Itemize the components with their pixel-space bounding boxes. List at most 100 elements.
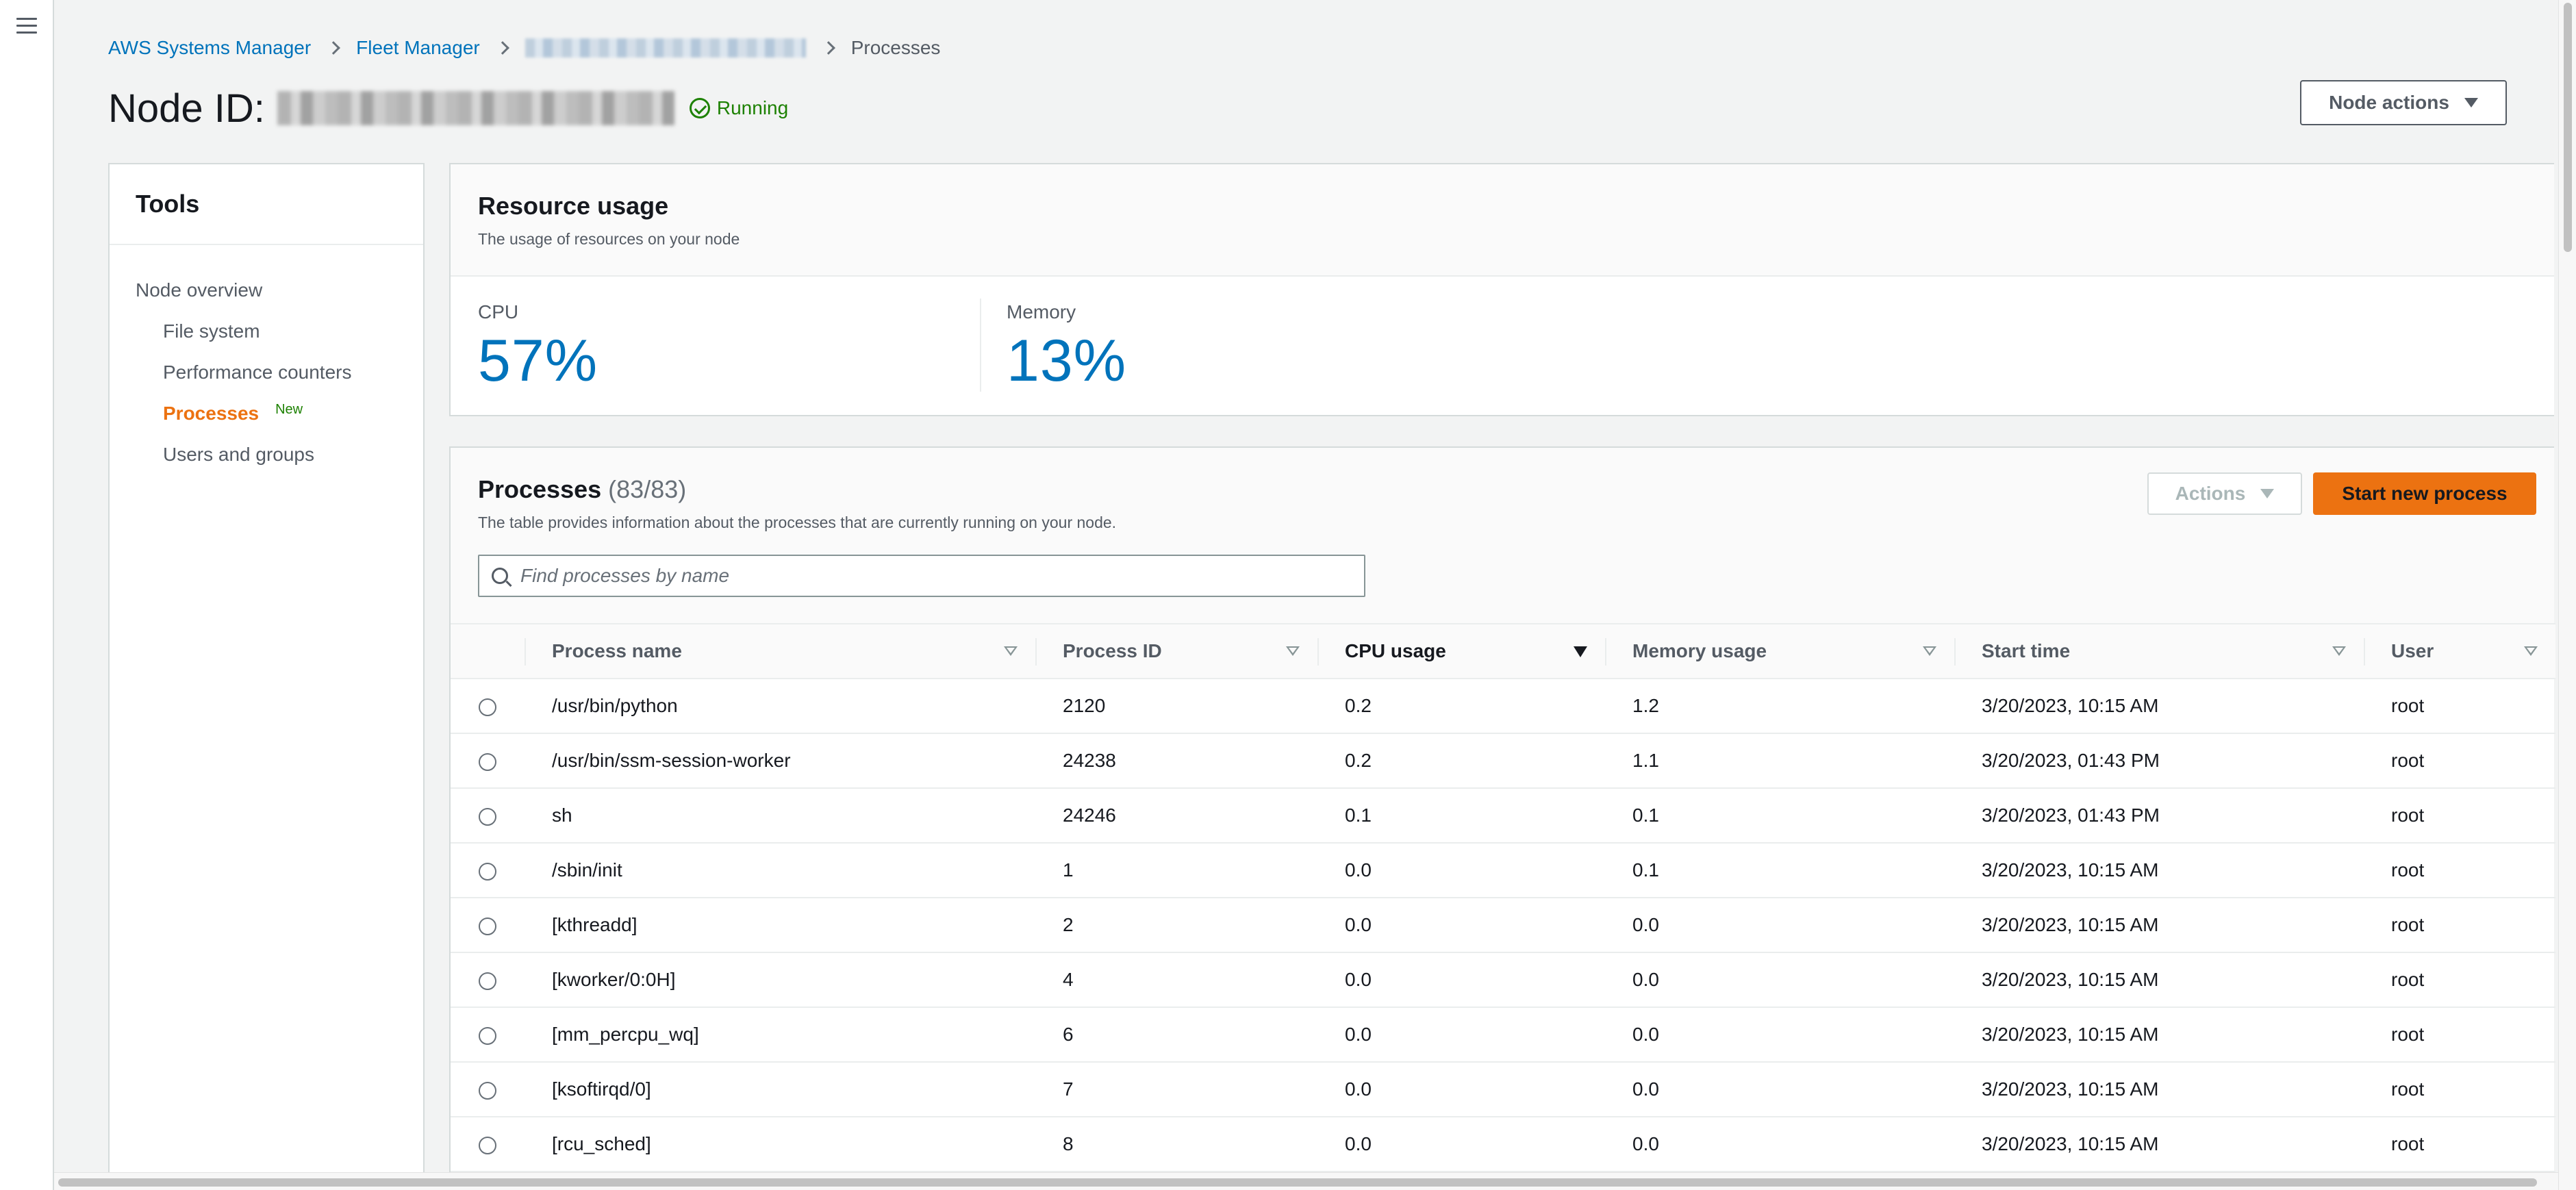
cell-user: root	[2391, 969, 2425, 990]
nav-item-performance-counters[interactable]: Performance counters	[110, 352, 423, 393]
row-radio-button[interactable]	[479, 1081, 496, 1100]
column-header-process-name[interactable]: Process name	[525, 624, 1035, 679]
processes-header: Processes (83/83) The table provides inf…	[451, 448, 2554, 623]
cell-cpu-usage: 0.0	[1345, 969, 1372, 990]
sort-icon[interactable]	[1286, 646, 1300, 656]
row-radio-button[interactable]	[479, 862, 496, 881]
cell-process-id: 2120	[1063, 695, 1106, 716]
cell-cpu-usage: 0.0	[1345, 859, 1372, 881]
vertical-scrollbar-thumb[interactable]	[2564, 3, 2572, 252]
row-radio-button[interactable]	[479, 807, 496, 826]
resource-usage-header: Resource usage The usage of resources on…	[451, 164, 2554, 277]
cell-process-name: [kworker/0:0H]	[552, 969, 676, 990]
nav-label: Processes	[163, 403, 260, 424]
cell-user: root	[2391, 1078, 2425, 1100]
column-label: User	[2391, 640, 2434, 661]
table-row[interactable]: [ksoftirqd/0] 7 0.0 0.0 3/20/2023, 10:15…	[451, 1062, 2555, 1117]
actions-button[interactable]: Actions	[2147, 472, 2302, 515]
sort-icon[interactable]	[1004, 646, 1018, 656]
cell-cpu-usage: 0.0	[1345, 1133, 1372, 1154]
table-row[interactable]: [kthreadd] 2 0.0 0.0 3/20/2023, 10:15 AM…	[451, 898, 2555, 952]
sort-descending-icon[interactable]	[1574, 646, 1587, 657]
caret-down-icon	[2464, 98, 2478, 107]
cell-process-name: [kthreadd]	[552, 914, 637, 935]
cell-memory-usage: 0.0	[1632, 1024, 1659, 1045]
breadcrumb-node-redacted[interactable]	[525, 38, 806, 58]
breadcrumb-systems-manager[interactable]: AWS Systems Manager	[108, 37, 312, 58]
status-indicator: Running	[689, 97, 789, 119]
row-select	[451, 952, 525, 1007]
horizontal-scrollbar-thumb[interactable]	[58, 1178, 2537, 1187]
row-radio-button[interactable]	[479, 752, 496, 771]
chevron-right-icon	[327, 41, 341, 55]
cell-memory-usage: 0.1	[1632, 859, 1659, 881]
table-row[interactable]: /usr/bin/python 2120 0.2 1.2 3/20/2023, …	[451, 679, 2555, 733]
table-row[interactable]: /sbin/init 1 0.0 0.1 3/20/2023, 10:15 AM…	[451, 843, 2555, 898]
tools-panel: Tools Node overview File system Performa…	[108, 163, 425, 1190]
sort-icon[interactable]	[2524, 646, 2538, 656]
nav-item-processes[interactable]: Processes New	[110, 393, 423, 434]
cell-process-name: /sbin/init	[552, 859, 622, 881]
select-column-header	[451, 624, 525, 679]
row-radio-button[interactable]	[479, 1136, 496, 1154]
cell-memory-usage: 0.1	[1632, 805, 1659, 826]
row-select	[451, 898, 525, 952]
column-header-start-time[interactable]: Start time	[1954, 624, 2364, 679]
column-header-user[interactable]: User	[2364, 624, 2555, 679]
row-radio-button[interactable]	[479, 917, 496, 935]
nav-item-file-system[interactable]: File system	[110, 311, 423, 352]
cell-cpu-usage: 0.2	[1345, 750, 1372, 771]
table-row[interactable]: /usr/bin/ssm-session-worker 24238 0.2 1.…	[451, 733, 2555, 788]
search-field[interactable]	[478, 555, 1365, 597]
sort-icon[interactable]	[1923, 646, 1936, 656]
cell-cpu-usage: 0.0	[1345, 1078, 1372, 1100]
row-radio-button[interactable]	[479, 1026, 496, 1045]
chevron-right-icon	[495, 41, 509, 55]
metric-divider	[980, 299, 981, 392]
cell-user: root	[2391, 695, 2425, 716]
cell-memory-usage: 0.0	[1632, 914, 1659, 935]
table-row[interactable]: [kworker/0:0H] 4 0.0 0.0 3/20/2023, 10:1…	[451, 952, 2555, 1007]
nav-item-node-overview[interactable]: Node overview	[110, 270, 423, 311]
row-select	[451, 1007, 525, 1062]
row-select	[451, 1117, 525, 1172]
cell-process-name: [rcu_sched]	[552, 1133, 651, 1154]
cell-process-id: 8	[1063, 1133, 1074, 1154]
sort-icon[interactable]	[2332, 646, 2346, 656]
cell-process-id: 6	[1063, 1024, 1074, 1045]
row-select	[451, 733, 525, 788]
table-header-row: Process name Process ID CPU usage Memory…	[451, 624, 2555, 679]
memory-value: 13%	[1007, 328, 1127, 394]
column-header-cpu-usage[interactable]: CPU usage	[1317, 624, 1605, 679]
cell-process-id: 2	[1063, 914, 1074, 935]
search-input[interactable]	[520, 565, 1342, 587]
cell-user: root	[2391, 1133, 2425, 1154]
nav-item-users-and-groups[interactable]: Users and groups	[110, 434, 423, 475]
column-header-process-id[interactable]: Process ID	[1035, 624, 1317, 679]
cell-memory-usage: 0.0	[1632, 1078, 1659, 1100]
cell-memory-usage: 0.0	[1632, 1133, 1659, 1154]
breadcrumb-fleet-manager[interactable]: Fleet Manager	[356, 37, 480, 58]
cell-process-name: /usr/bin/ssm-session-worker	[552, 750, 791, 771]
row-radio-button[interactable]	[479, 972, 496, 990]
row-radio-button[interactable]	[479, 698, 496, 716]
cell-user: root	[2391, 805, 2425, 826]
cell-process-id: 24246	[1063, 805, 1116, 826]
node-actions-button[interactable]: Node actions	[2300, 80, 2507, 125]
tools-nav: Node overview File system Performance co…	[110, 245, 423, 475]
table-row[interactable]: sh 24246 0.1 0.1 3/20/2023, 01:43 PM roo…	[451, 788, 2555, 843]
page-header: Node ID: Running	[108, 81, 788, 136]
vertical-scrollbar[interactable]	[2558, 0, 2576, 1190]
horizontal-scrollbar[interactable]	[54, 1172, 2558, 1190]
cpu-metric: CPU 57%	[478, 301, 598, 395]
cpu-value: 57%	[478, 328, 598, 394]
column-header-memory-usage[interactable]: Memory usage	[1605, 624, 1954, 679]
nav-label: Node overview	[136, 279, 263, 301]
table-row[interactable]: [rcu_sched] 8 0.0 0.0 3/20/2023, 10:15 A…	[451, 1117, 2555, 1172]
table-row[interactable]: [mm_percpu_wq] 6 0.0 0.0 3/20/2023, 10:1…	[451, 1007, 2555, 1062]
status-text: Running	[716, 97, 789, 118]
start-new-process-button[interactable]: Start new process	[2313, 472, 2536, 515]
processes-title: Processes (83/83)	[478, 475, 2554, 504]
nav-label: Users and groups	[163, 444, 315, 465]
hamburger-menu-icon[interactable]	[16, 18, 37, 34]
